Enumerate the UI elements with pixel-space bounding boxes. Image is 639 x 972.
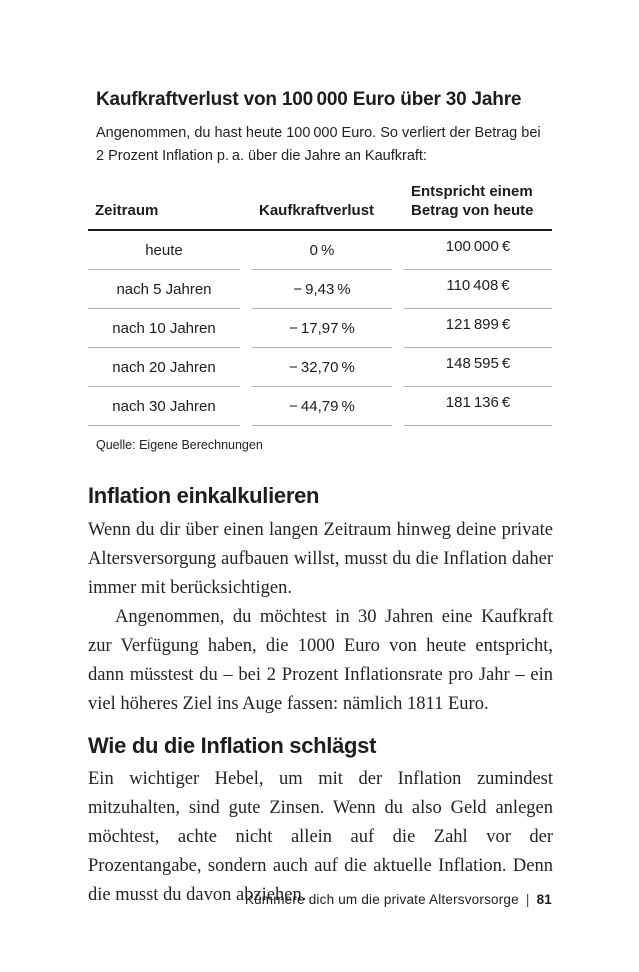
kaufkraftverlust-table: Zeitraum Kaufkraftverlust Entspricht ein… [88, 182, 552, 427]
body-paragraph: Wenn du dir über einen langen Zeitraum h… [88, 519, 553, 598]
cell-zeitraum: nach 20 Jahren [88, 348, 240, 388]
figure-intro: Angenommen, du hast heute 100 000 Euro. … [96, 124, 541, 164]
body-paragraph: Angenommen, du möchtest in 30 Jahren ein… [88, 606, 553, 714]
figure-title: Kaufkraftverlust von 100 000 Euro über 3… [96, 89, 522, 110]
cell-kaufkraftverlust: − 44,79 % [252, 387, 392, 427]
cell-kaufkraftverlust: 0 % [252, 231, 392, 271]
column-header-betrag: Entspricht einem Betrag von heute [411, 182, 534, 219]
cell-zeitraum: heute [88, 231, 240, 271]
cell-betrag: 100 000 € [404, 231, 552, 271]
cell-kaufkraftverlust: − 9,43 % [252, 270, 392, 310]
running-title: Kümmere dich um die private Altersvorsor… [244, 892, 519, 907]
cell-betrag: 121 899 € [404, 309, 552, 349]
section-heading: Wie du die Inflation schlägst [88, 732, 377, 758]
section-heading: Inflation einkalkulieren [88, 483, 320, 509]
page-number: 81 [536, 892, 552, 907]
section-inflation-einkalkulieren: Inflation einkalkulieren Wenn du dir übe… [88, 483, 553, 718]
column-header-kaufkraftverlust: Kaufkraftverlust [259, 201, 375, 219]
body-paragraph: Ein wichtiger Hebel, um mit der Inflatio… [88, 768, 553, 905]
footer-separator: | [525, 892, 530, 907]
inflation-table-figure: Kaufkraftverlust von 100 000 Euro über 3… [88, 89, 552, 452]
table-header-rule [88, 229, 552, 232]
cell-betrag: 181 136 € [404, 387, 552, 427]
column-header-zeitraum: Zeitraum [95, 201, 159, 219]
cell-zeitraum: nach 30 Jahren [88, 387, 240, 427]
source-note: Quelle: Eigene Berechnungen [96, 438, 263, 453]
cell-betrag: 110 408 € [404, 270, 552, 310]
cell-betrag: 148 595 € [404, 348, 552, 388]
cell-kaufkraftverlust: − 32,70 % [252, 348, 392, 388]
section-inflation-schlaegst: Wie du die Inflation schlägst Ein wichti… [88, 732, 553, 910]
page-footer: Kümmere dich um die private Altersvorsor… [245, 892, 552, 907]
cell-zeitraum: nach 10 Jahren [88, 309, 240, 349]
cell-kaufkraftverlust: − 17,97 % [252, 309, 392, 349]
cell-zeitraum: nach 5 Jahren [88, 270, 240, 310]
